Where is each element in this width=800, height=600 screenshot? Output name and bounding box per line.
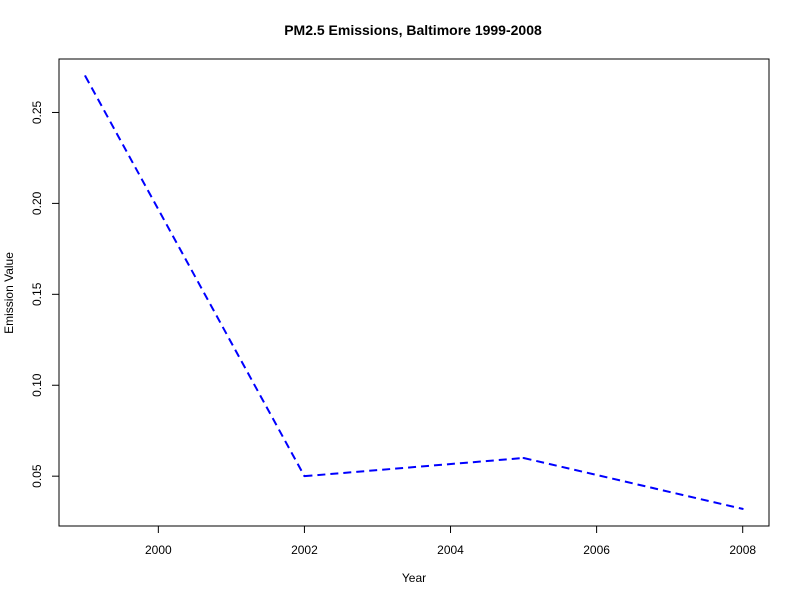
y-axis-label: Emission Value bbox=[2, 252, 16, 334]
plot-frame bbox=[58, 58, 770, 527]
x-axis: 2000 2002 2004 2006 2008 bbox=[145, 526, 756, 557]
x-tick-label: 2006 bbox=[583, 543, 610, 557]
data-point bbox=[84, 75, 87, 78]
series-line-segment bbox=[84, 75, 306, 477]
data-point bbox=[303, 475, 306, 478]
y-tick-label: 0.20 bbox=[30, 191, 44, 215]
series-line-segment bbox=[304, 456, 524, 478]
x-tick-label: 2008 bbox=[729, 543, 756, 557]
y-tick-label: 0.25 bbox=[30, 100, 44, 124]
y-tick-label: 0.05 bbox=[30, 464, 44, 488]
y-tick-label: 0.15 bbox=[30, 282, 44, 306]
data-point bbox=[741, 507, 744, 510]
series-line-segment bbox=[523, 457, 743, 510]
x-axis-label: Year bbox=[402, 571, 426, 585]
y-tick-label: 0.10 bbox=[30, 373, 44, 397]
series-layer bbox=[84, 75, 744, 510]
chart-title: PM2.5 Emissions, Baltimore 1999-2008 bbox=[284, 22, 542, 38]
x-tick-label: 2004 bbox=[437, 543, 464, 557]
y-axis: 0.05 0.10 0.15 0.20 0.25 bbox=[30, 100, 59, 488]
x-tick-label: 2002 bbox=[291, 543, 318, 557]
data-point bbox=[522, 456, 525, 459]
x-tick-label: 2000 bbox=[145, 543, 172, 557]
